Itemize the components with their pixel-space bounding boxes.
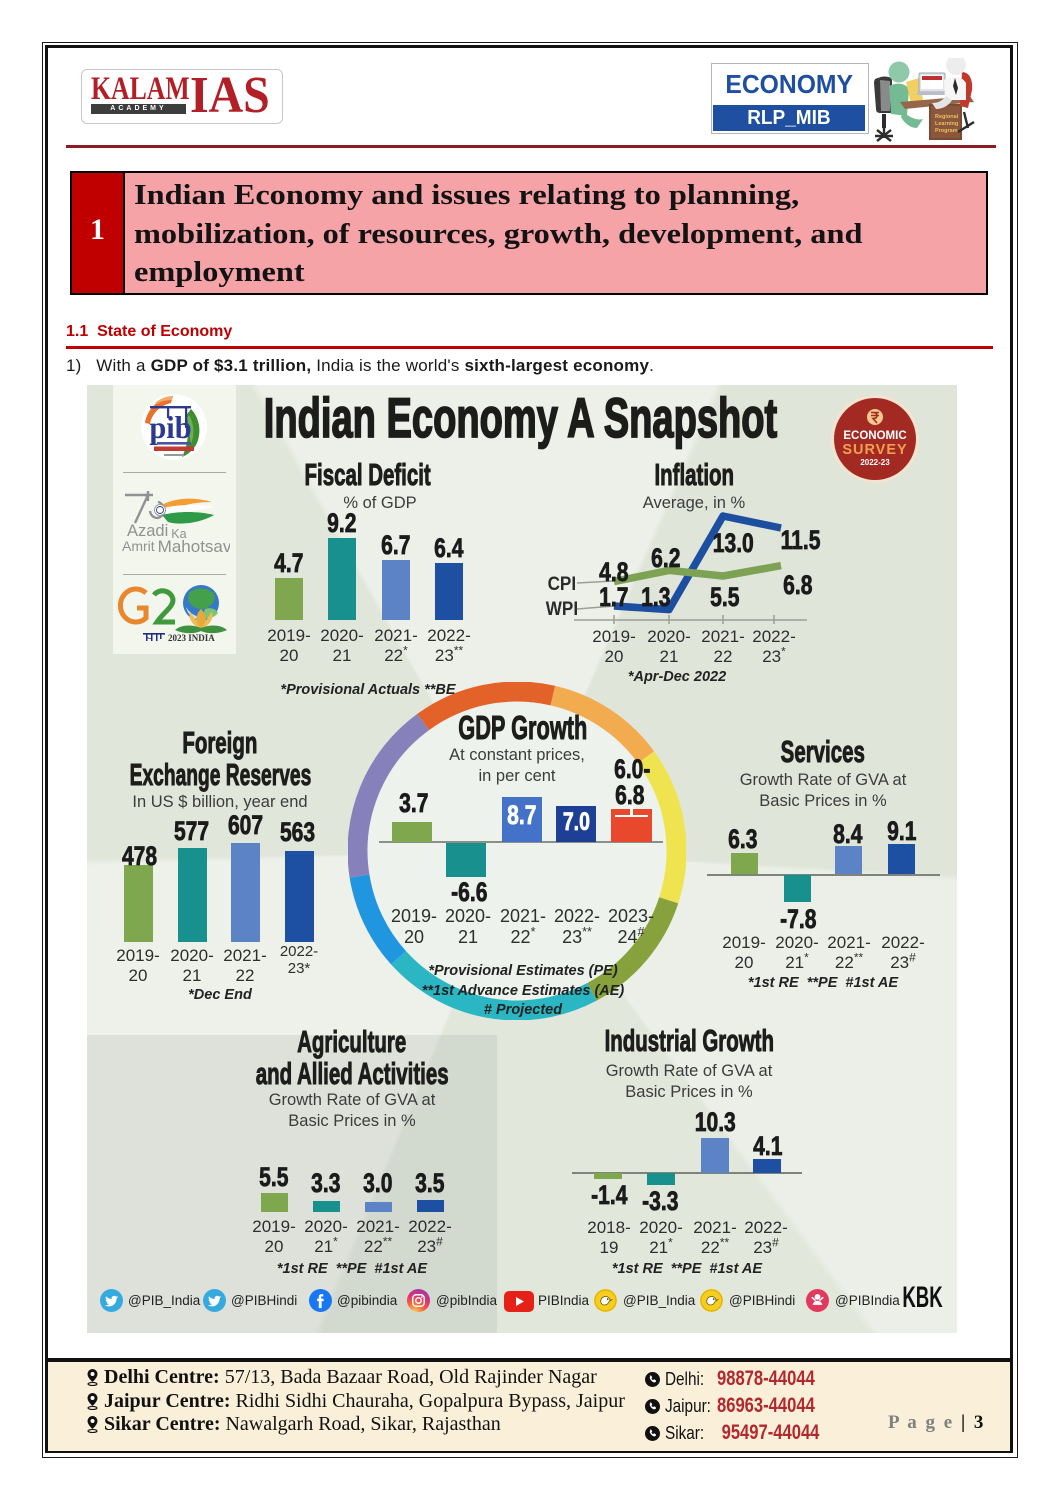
svg-text:Regional: Regional xyxy=(935,114,959,120)
svg-text:SURVEY: SURVEY xyxy=(842,442,907,458)
svg-text:Learning: Learning xyxy=(935,121,958,127)
svg-text:Program: Program xyxy=(935,128,958,134)
svg-text:pib: pib xyxy=(149,409,191,445)
svg-text:2022-23: 2022-23 xyxy=(860,458,890,467)
svg-text:2023 INDIA: 2023 INDIA xyxy=(168,633,215,643)
svg-text:ECONOMIC: ECONOMIC xyxy=(843,430,906,442)
